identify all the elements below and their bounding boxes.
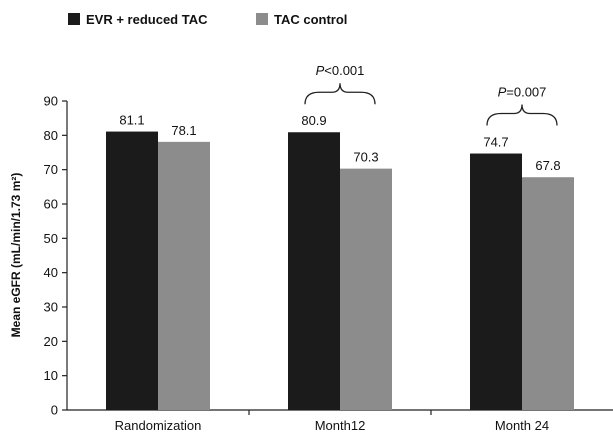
y-tick-label: 40	[44, 265, 58, 280]
bar-series-0	[470, 153, 522, 410]
legend-swatch-series-0	[68, 13, 80, 25]
bar-series-1	[158, 141, 210, 410]
y-tick-label: 20	[44, 334, 58, 349]
y-tick-label: 80	[44, 128, 58, 143]
bar-series-1	[340, 168, 392, 410]
legend: EVR + reduced TAC TAC control	[68, 12, 347, 27]
y-tick-label: 30	[44, 300, 58, 315]
data-label: 81.1	[119, 113, 144, 128]
bar-series-1	[522, 177, 574, 410]
p-value: =0.007	[506, 85, 546, 100]
y-tick-label: 90	[44, 94, 58, 109]
data-label: 67.8	[535, 158, 560, 173]
bar-series-0	[106, 131, 158, 410]
data-label: 80.9	[301, 113, 326, 128]
bar-series-0	[288, 132, 340, 410]
data-label: 74.7	[483, 135, 508, 150]
p-value-label: P=0.007	[498, 85, 547, 100]
x-tick-label: Month12	[315, 418, 366, 433]
labels: 81.1 78.1 80.9 70.3 74.7 67.8	[119, 113, 560, 174]
legend-label-series-0: EVR + reduced TAC	[86, 12, 208, 27]
legend-label-series-1: TAC control	[274, 12, 347, 27]
p-symbol: P	[316, 63, 325, 78]
axes: 0 10 20 30 40 50 60 70 80 90 Randomization Month12 M…	[44, 94, 613, 433]
y-axis-title: Mean eGFR (mL/min/1.73 m²)	[9, 173, 23, 338]
y-tick-label: 70	[44, 162, 58, 177]
y-tick-label: 50	[44, 231, 58, 246]
p-value: <0.001	[324, 63, 364, 78]
y-tick-label: 0	[51, 403, 58, 418]
data-label: 70.3	[353, 150, 378, 165]
p-value-label: P<0.001	[316, 63, 365, 78]
legend-swatch-series-1	[256, 13, 268, 25]
x-tick-label: Month 24	[495, 418, 549, 433]
p-symbol: P	[498, 85, 507, 100]
y-tick-label: 60	[44, 197, 58, 212]
data-label: 78.1	[171, 123, 196, 138]
significance-bracket	[486, 104, 558, 126]
bars	[106, 131, 574, 410]
significance-bracket	[304, 83, 376, 105]
y-tick-label: 10	[44, 368, 58, 383]
x-tick-label: Randomization	[115, 418, 202, 433]
